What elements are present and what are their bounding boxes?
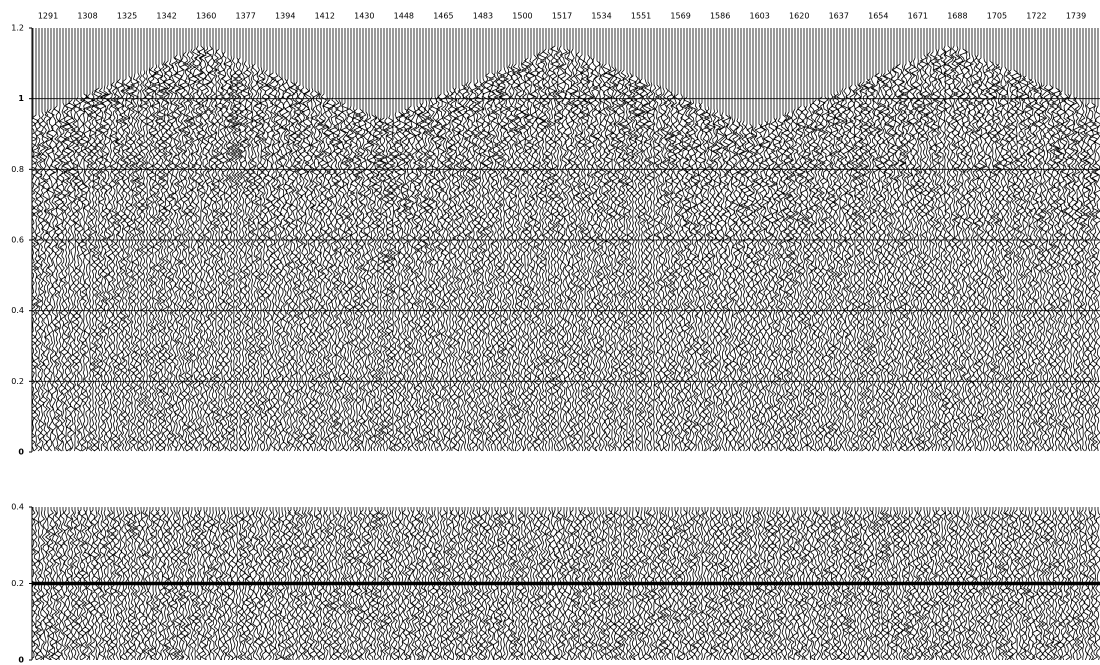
trace-label: 1448 bbox=[394, 12, 414, 21]
trace-label: 1534 bbox=[591, 12, 611, 21]
trace-label: 1569 bbox=[670, 12, 690, 21]
trace-label: 1739 bbox=[1066, 12, 1086, 21]
trace-wiggles bbox=[30, 28, 1100, 451]
trace-label: 1551 bbox=[631, 12, 651, 21]
trace-label: 1500 bbox=[512, 12, 532, 21]
trace-label: 1603 bbox=[750, 12, 770, 21]
y-tick-label: 0 bbox=[18, 656, 24, 665]
page: 0 0.2 0.4 0.6 0.8 1 1.2 1291 1308 1325 1342 1360 137… bbox=[0, 0, 1100, 665]
trace-label: 1705 bbox=[987, 12, 1007, 21]
trace-label: 1430 bbox=[354, 12, 374, 21]
trace-label: 1688 bbox=[947, 12, 967, 21]
trace-label: 1308 bbox=[77, 12, 97, 21]
y-tick-label: 0.6 bbox=[11, 236, 24, 245]
trace-label: 1342 bbox=[156, 12, 176, 21]
y-tick-label: 0.4 bbox=[11, 503, 24, 512]
trace-label: 1722 bbox=[1026, 12, 1046, 21]
trace-label: 1377 bbox=[236, 12, 256, 21]
trace-label: 1291 bbox=[38, 12, 58, 21]
y-tick-label: 1 bbox=[18, 94, 24, 103]
y-tick-label: 0.4 bbox=[11, 306, 24, 315]
trace-label: 1517 bbox=[552, 12, 572, 21]
trace-label: 1394 bbox=[275, 12, 295, 21]
trace-label: 1325 bbox=[117, 12, 137, 21]
trace-label: 1654 bbox=[868, 12, 888, 21]
trace-label: 1671 bbox=[908, 12, 928, 21]
trace-label: 1412 bbox=[315, 12, 335, 21]
y-tick-label: 0.2 bbox=[11, 579, 24, 588]
trace-label: 1620 bbox=[789, 12, 809, 21]
trace-label: 1360 bbox=[196, 12, 216, 21]
y-tick-label: 1.2 bbox=[11, 24, 24, 33]
trace-label: 1483 bbox=[473, 12, 493, 21]
y-tick-label: 0.2 bbox=[11, 377, 24, 386]
trace-label: 1586 bbox=[710, 12, 730, 21]
seismic-viewer: 0 0.2 0.4 0.6 0.8 1 1.2 1291 1308 1325 1342 1360 137… bbox=[0, 0, 1100, 665]
trace-label: 1465 bbox=[433, 12, 453, 21]
y-tick-label: 0 bbox=[18, 448, 24, 457]
y-tick-label: 0.8 bbox=[11, 165, 24, 174]
shot-gather-panel bbox=[30, 28, 1100, 451]
trace-label: 1637 bbox=[829, 12, 849, 21]
